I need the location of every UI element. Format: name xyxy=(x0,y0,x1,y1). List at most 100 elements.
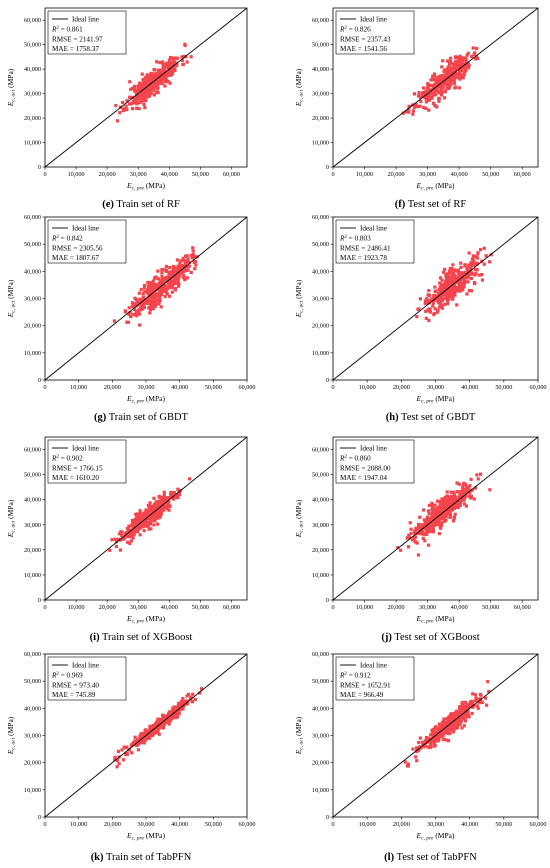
data-point xyxy=(479,248,483,252)
data-point xyxy=(471,705,475,709)
data-point xyxy=(171,282,175,286)
data-point xyxy=(412,537,416,541)
data-point xyxy=(149,519,153,523)
x-tick-label: 40,000 xyxy=(451,604,468,611)
y-tick-label: 30,000 xyxy=(24,296,41,303)
x-tick-label: 20,000 xyxy=(388,604,405,611)
data-point xyxy=(190,256,194,260)
data-point xyxy=(424,106,428,110)
data-point xyxy=(427,108,431,112)
data-point xyxy=(189,55,193,59)
x-tick-label: 30,000 xyxy=(427,384,444,391)
data-point xyxy=(437,727,441,731)
data-point xyxy=(459,287,464,292)
data-point xyxy=(183,278,187,282)
x-tick-label: 0 xyxy=(43,171,46,178)
data-point xyxy=(407,110,411,114)
data-point xyxy=(430,91,434,95)
data-point xyxy=(150,305,154,309)
data-point xyxy=(459,500,463,504)
data-point xyxy=(157,504,161,508)
data-point xyxy=(453,85,458,89)
data-point xyxy=(427,93,431,98)
data-point xyxy=(181,62,185,66)
r2-value: R2 = 0.861 xyxy=(51,26,83,34)
data-point xyxy=(421,536,425,540)
data-point xyxy=(186,265,190,269)
data-point xyxy=(160,722,164,726)
data-point xyxy=(169,717,173,721)
data-point xyxy=(181,264,185,268)
data-point xyxy=(445,287,449,291)
data-point xyxy=(458,77,462,81)
y-tick-label: 50,000 xyxy=(312,42,329,49)
data-point xyxy=(451,281,455,285)
data-point xyxy=(419,95,423,99)
data-point xyxy=(163,268,167,272)
x-tick-label: 60,000 xyxy=(514,171,531,178)
data-point xyxy=(462,724,466,728)
r2-value: R2 = 0.842 xyxy=(51,235,83,243)
data-point xyxy=(148,501,152,505)
data-point xyxy=(172,270,177,274)
data-point xyxy=(443,77,447,81)
data-point xyxy=(437,97,441,101)
data-point xyxy=(469,276,474,281)
data-point xyxy=(434,725,438,729)
data-point xyxy=(132,101,137,105)
data-point xyxy=(430,504,434,508)
data-point xyxy=(461,709,465,713)
data-point xyxy=(170,290,174,294)
data-point xyxy=(440,90,444,95)
data-point xyxy=(474,271,478,275)
data-point xyxy=(161,277,165,282)
data-point xyxy=(139,515,143,520)
data-point xyxy=(156,269,160,273)
legend-entry: Ideal line xyxy=(72,16,99,24)
data-point xyxy=(452,490,456,494)
data-point xyxy=(162,504,166,509)
data-point xyxy=(423,96,428,100)
data-point xyxy=(459,75,463,79)
data-point xyxy=(170,271,174,275)
data-point xyxy=(472,497,476,501)
data-point xyxy=(484,696,488,700)
panel-caption: (l) Test set of TabPFN xyxy=(384,852,477,863)
data-point xyxy=(126,528,131,532)
data-point xyxy=(443,720,448,725)
data-point xyxy=(165,496,169,500)
data-point xyxy=(466,276,470,280)
data-point xyxy=(165,500,170,504)
data-point xyxy=(435,88,439,92)
data-point xyxy=(162,280,166,284)
legend-entry: Ideal line xyxy=(360,445,387,453)
data-point xyxy=(433,739,438,743)
ideal-line xyxy=(44,216,248,381)
data-point xyxy=(151,279,155,283)
x-tick-label: 30,000 xyxy=(419,604,436,611)
data-point xyxy=(138,323,142,327)
y-tick-label: 10,000 xyxy=(312,787,329,794)
mae-value: MAE = 1807.67 xyxy=(52,254,99,262)
data-point xyxy=(454,500,458,504)
data-point xyxy=(429,733,433,737)
legend-entry: Ideal line xyxy=(360,16,387,24)
data-point xyxy=(121,537,125,541)
data-point xyxy=(126,320,131,324)
data-point xyxy=(181,256,185,261)
data-point xyxy=(454,714,458,718)
data-point xyxy=(148,83,152,87)
data-point xyxy=(169,73,173,77)
data-point xyxy=(436,299,440,303)
data-point xyxy=(199,687,204,691)
data-point xyxy=(172,279,176,283)
data-point xyxy=(429,96,434,100)
data-point xyxy=(422,532,426,536)
data-point xyxy=(444,717,448,721)
data-point xyxy=(442,96,447,100)
data-point xyxy=(450,268,455,272)
data-point xyxy=(470,711,474,716)
data-point xyxy=(436,75,440,79)
data-point xyxy=(144,96,148,101)
data-point xyxy=(470,700,475,704)
